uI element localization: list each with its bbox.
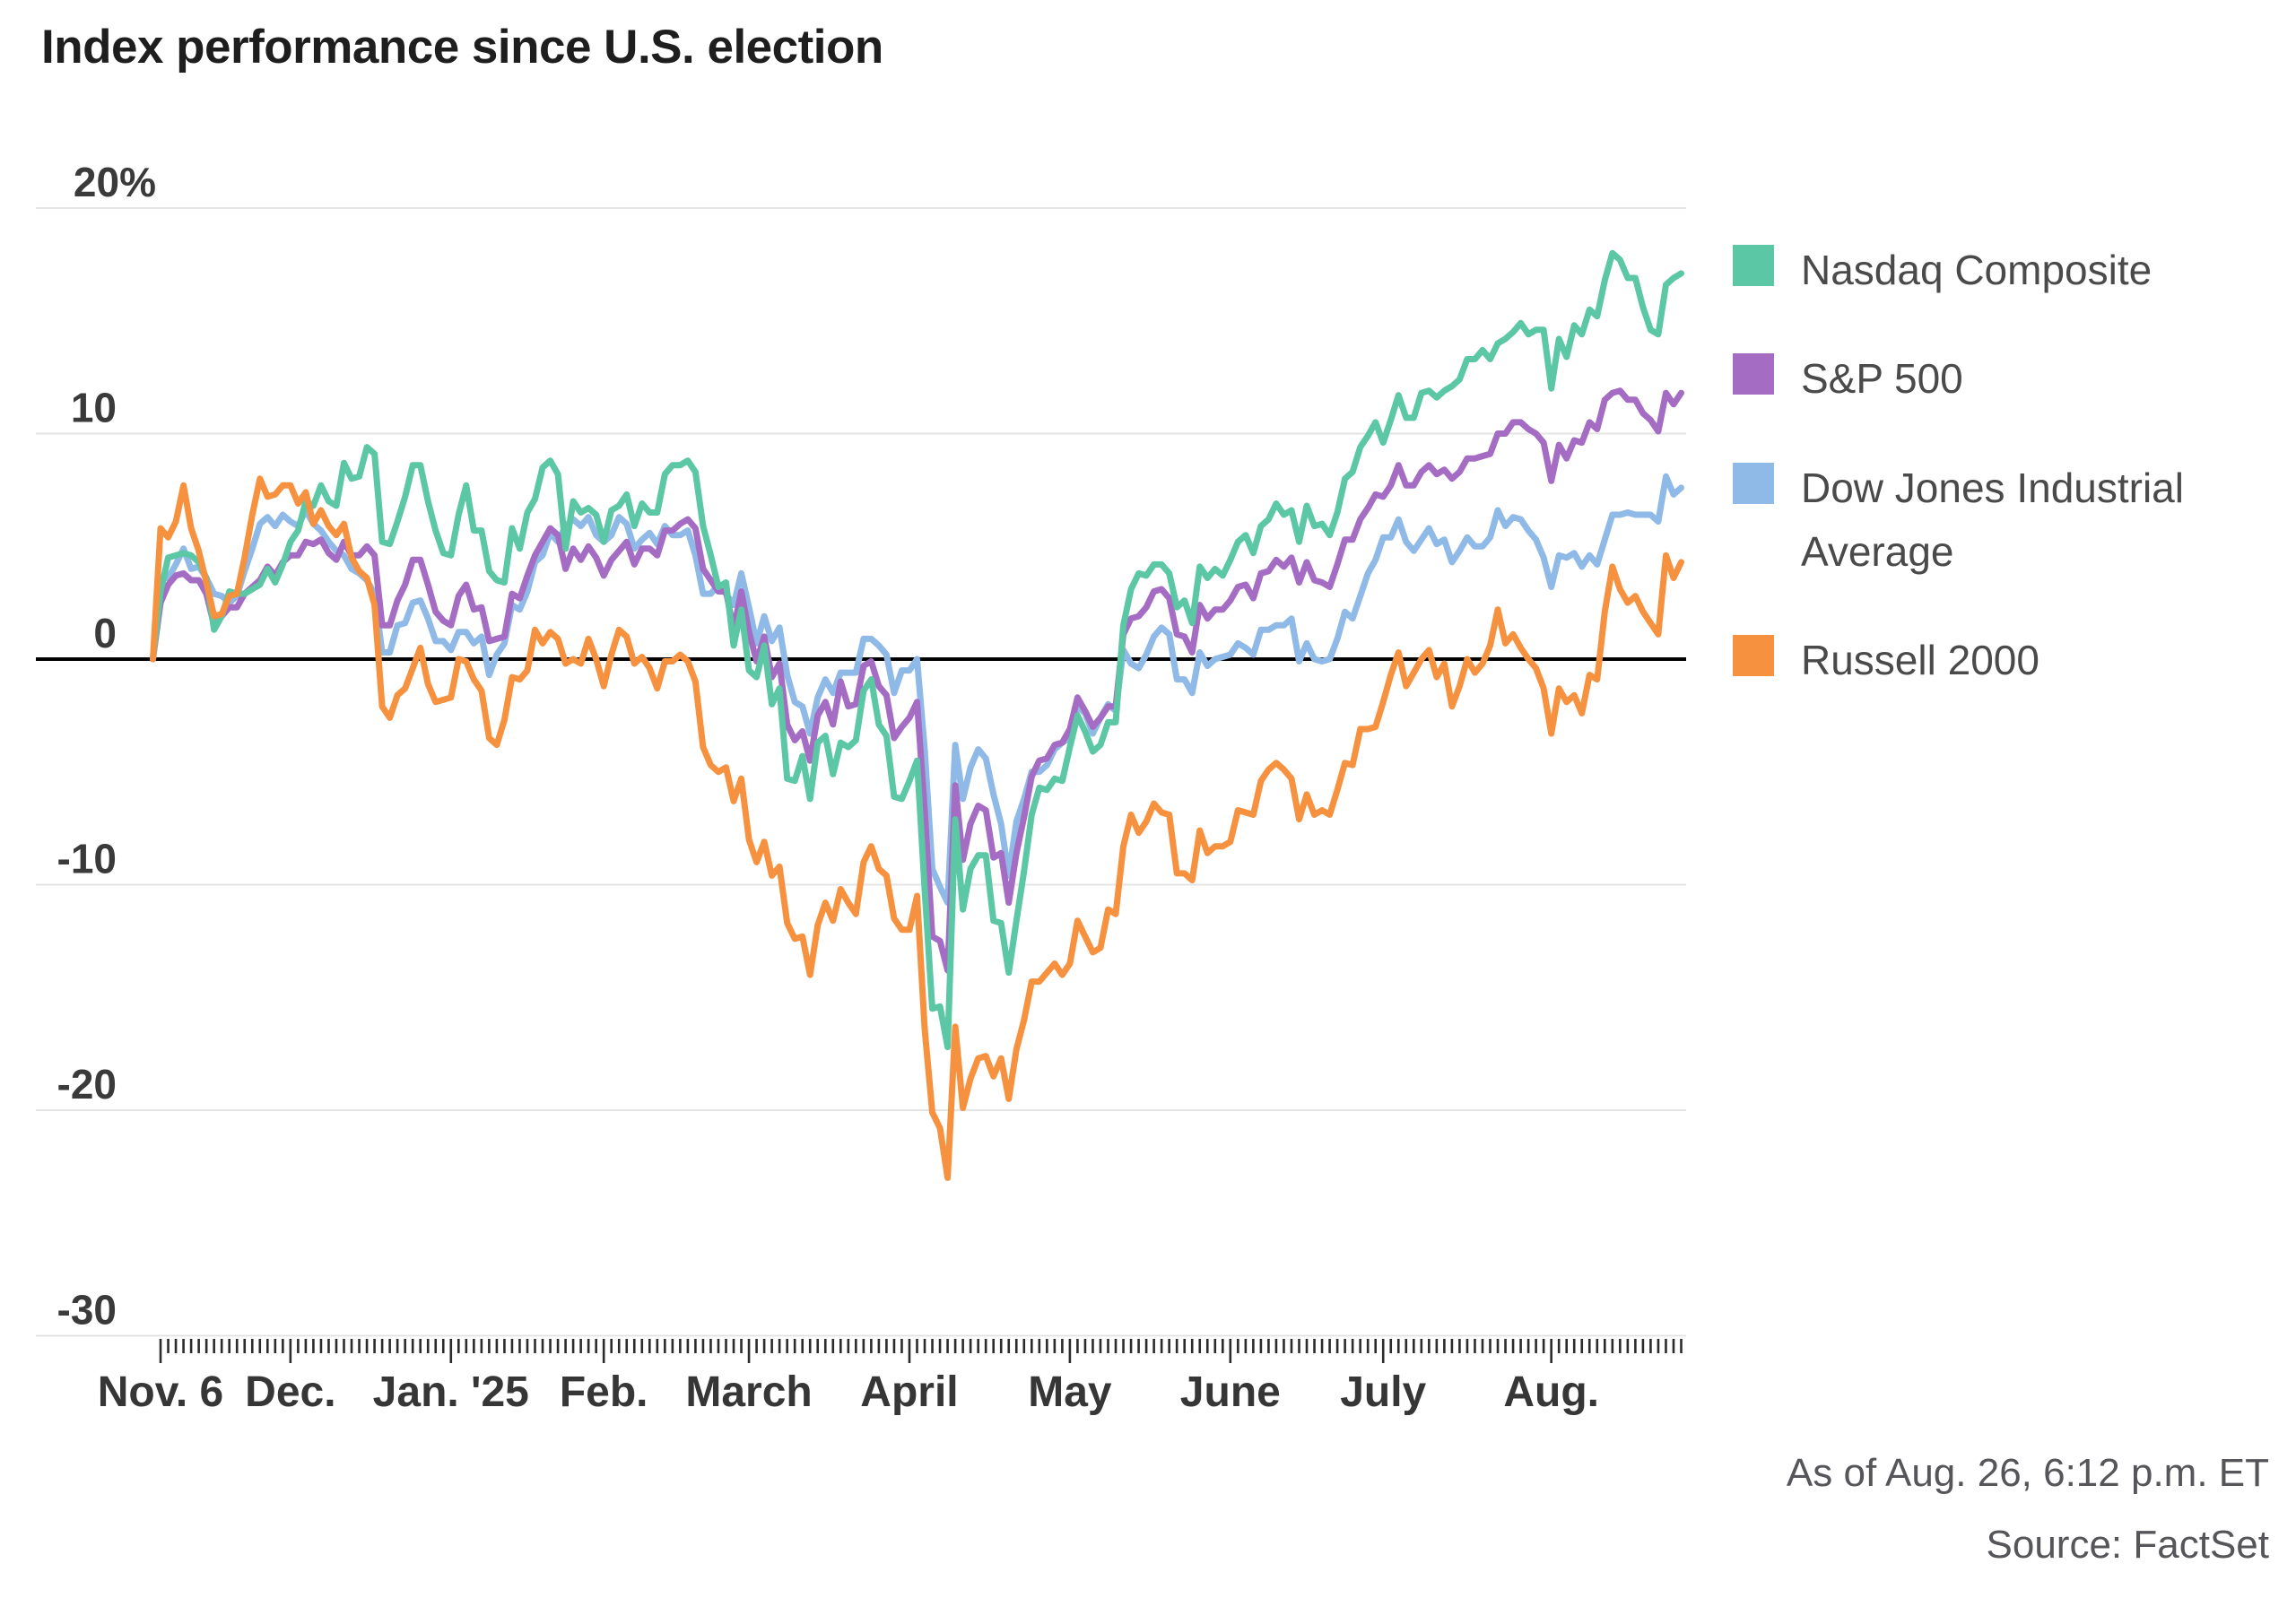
x-tick-label-feb: Feb. — [560, 1368, 648, 1416]
y-tick-label-20: 20% — [74, 159, 156, 205]
legend-item-dow-jones: Dow Jones Industrial Average — [1733, 456, 2271, 585]
x-tick-label-dec: Dec. — [245, 1368, 335, 1416]
legend-item-russell-2000: Russell 2000 — [1733, 629, 2271, 692]
legend-label-dow-jones: Dow Jones Industrial Average — [1801, 464, 2184, 575]
legend-label-nasdaq-composite: Nasdaq Composite — [1801, 247, 2152, 293]
x-tick-label-april: April — [860, 1368, 958, 1416]
as-of-timestamp: As of Aug. 26, 6:12 p.m. ET — [1786, 1451, 2269, 1495]
y-tick-label-0: 0 — [93, 610, 117, 656]
series-line-dow-jones-industrial-average — [150, 473, 1684, 907]
series-line-s-p-500 — [150, 387, 1684, 974]
sp-500-swatch-icon — [1733, 353, 1774, 395]
y-tick-label--20: -20 — [57, 1061, 117, 1108]
series-line-russell-2000 — [150, 475, 1684, 1181]
footnote: As of Aug. 26, 6:12 p.m. ET Source: Fact… — [1787, 1451, 2269, 1594]
x-tick-label-nov-6: Nov. 6 — [98, 1368, 223, 1416]
x-tick-label-july: July — [1340, 1368, 1426, 1416]
x-tick-label-jan-25: Jan. '25 — [373, 1368, 529, 1416]
x-tick-label-june: June — [1180, 1368, 1281, 1416]
series-line-nasdaq-composite — [150, 249, 1684, 1051]
y-tick-label-10: 10 — [71, 385, 117, 431]
x-tick-label-aug: Aug. — [1503, 1368, 1599, 1416]
chart-title: Index performance since U.S. election — [41, 21, 883, 74]
legend-item-nasdaq-composite: Nasdaq Composite — [1733, 239, 2271, 302]
x-tick-label-march: March — [685, 1368, 812, 1416]
legend-item-sp-500: S&P 500 — [1733, 347, 2271, 411]
legend: Nasdaq Composite S&P 500 Dow Jones Indus… — [1733, 239, 2271, 692]
nasdaq-composite-swatch-icon — [1733, 245, 1774, 286]
y-tick-label--30: -30 — [57, 1287, 117, 1333]
dow-jones-swatch-icon — [1733, 462, 1774, 504]
russell-2000-swatch-icon — [1733, 635, 1774, 677]
x-tick-label-may: May — [1028, 1368, 1112, 1416]
y-tick-label--10: -10 — [57, 836, 117, 882]
legend-label-russell-2000: Russell 2000 — [1801, 637, 2039, 684]
source-credit: Source: FactSet — [1986, 1523, 2269, 1567]
legend-label-sp-500: S&P 500 — [1801, 355, 1963, 403]
